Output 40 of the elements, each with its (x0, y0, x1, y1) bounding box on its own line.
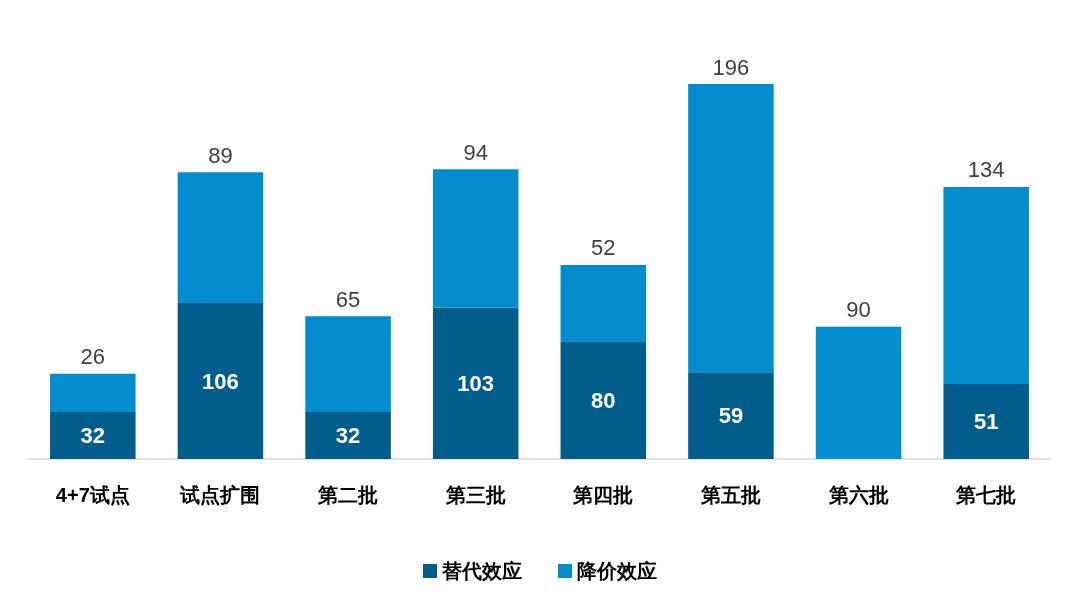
x-tick-label: 第二批 (317, 484, 379, 506)
bar (560, 341, 647, 459)
bar (943, 186, 1029, 384)
x-tick-label: 试点扩围 (179, 484, 261, 506)
bar (943, 384, 1029, 459)
data-label: 90 (846, 297, 871, 323)
bar (305, 411, 391, 459)
data-label: 59 (718, 403, 744, 429)
bar (50, 411, 136, 459)
x-tick-label: 第三批 (444, 484, 506, 506)
bar (50, 373, 136, 412)
bar (688, 372, 774, 459)
data-label: 94 (463, 139, 488, 165)
x-tick-label: 第六批 (827, 484, 889, 506)
data-label: 134 (967, 157, 1005, 183)
bar (688, 84, 774, 373)
data-label: 65 (335, 286, 361, 312)
data-label: 80 (591, 387, 616, 413)
data-label: 106 (202, 368, 239, 394)
data-label: 103 (457, 370, 495, 396)
bar (432, 307, 519, 459)
bar (305, 316, 391, 412)
bar (560, 264, 647, 342)
x-tick-label: 第四批 (572, 484, 634, 506)
bar (177, 303, 264, 459)
data-label: 32 (335, 422, 361, 448)
x-tick-label: 第七批 (955, 484, 1017, 506)
data-label: 32 (80, 422, 106, 448)
legend-label: 替代效应 (441, 560, 522, 582)
data-label: 89 (208, 142, 233, 168)
x-tick-label: 4+7试点 (55, 484, 130, 506)
data-label: 196 (712, 54, 750, 80)
x-tick-label: 第五批 (699, 484, 761, 506)
bar (815, 326, 902, 459)
data-label: 26 (80, 344, 106, 370)
data-label: 51 (973, 409, 999, 434)
bar (432, 169, 519, 308)
legend-label: 降价效应 (577, 560, 657, 582)
data-label: 52 (591, 235, 616, 261)
bar (177, 172, 264, 304)
